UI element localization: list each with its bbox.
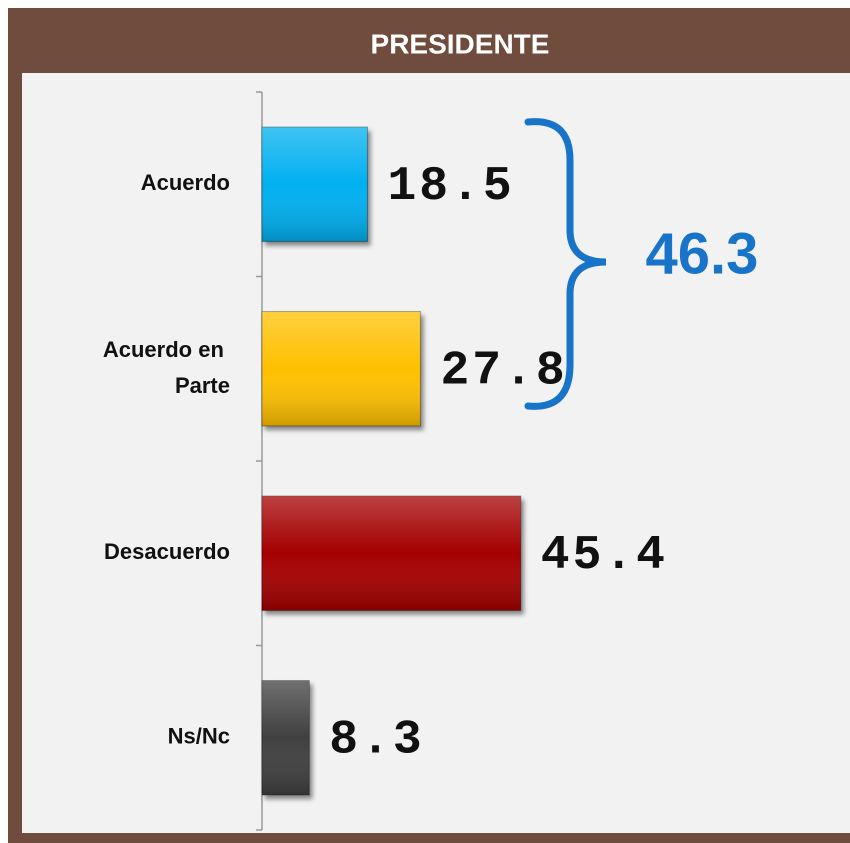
value-label: 18.5 bbox=[387, 160, 514, 214]
category-label: Acuerdo en Parte bbox=[103, 337, 230, 398]
category-label: Acuerdo bbox=[141, 170, 230, 195]
bar-shine bbox=[262, 680, 310, 795]
plot-panel bbox=[22, 73, 850, 833]
chart-title: PRESIDENTE bbox=[371, 28, 550, 59]
brace bbox=[524, 118, 607, 410]
category-label: Ns/Nc bbox=[168, 724, 230, 749]
value-label: 8.3 bbox=[329, 713, 424, 767]
value-label: 27.8 bbox=[440, 344, 567, 398]
bar-shine bbox=[262, 311, 421, 426]
annotation: 46.3 bbox=[646, 221, 759, 286]
value-label: 45.4 bbox=[541, 529, 668, 583]
category-label: Desacuerdo bbox=[104, 539, 230, 564]
bar-shine bbox=[262, 496, 521, 611]
bar-shine bbox=[262, 127, 368, 242]
